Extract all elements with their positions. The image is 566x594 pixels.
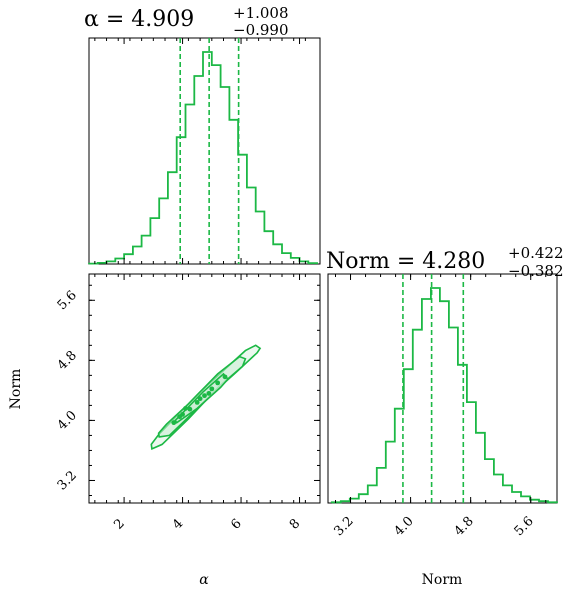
norm-histogram <box>330 287 558 504</box>
alpha-norm-2d-ticks <box>89 274 320 503</box>
sample-point-11 <box>177 414 183 420</box>
norm-marginal-ticks <box>335 274 547 503</box>
alpha-title: α = 4.909 <box>84 7 194 32</box>
alpha-norm-samples <box>171 374 228 426</box>
norm-y-tick-labels: 3.2 4.0 4.8 5.6 <box>55 288 80 493</box>
alpha-x-tick-label: 6 <box>228 516 244 532</box>
sample-point-10 <box>206 390 212 396</box>
alpha-title-upper: +1.008 <box>233 4 289 22</box>
alpha-norm-2d-panel: 2 4 6 8 3.2 4.0 4.8 5.6 α Norm <box>8 273 321 588</box>
norm-x-tick-label: 4.0 <box>391 514 416 539</box>
norm-title-prefix: Norm = 4.280 <box>326 249 485 274</box>
alpha-marginal-frame <box>88 37 321 265</box>
norm-y-tick-label: 4.0 <box>55 408 80 433</box>
alpha-marginal-panel: α = 4.909 +1.008 −0.990 <box>84 4 321 265</box>
alpha-title-prefix: α = 4.909 <box>84 7 194 32</box>
sample-point-2 <box>187 406 193 412</box>
norm-marginal-tick-labels: 3.2 4.0 4.8 5.6 <box>331 514 536 539</box>
norm-x-axis-label: Norm <box>422 572 463 588</box>
alpha-histogram <box>88 51 318 265</box>
norm-y-axis-label: Norm <box>8 369 24 410</box>
norm-title: Norm = 4.280 <box>326 249 485 274</box>
norm-y-tick-label: 5.6 <box>55 288 80 313</box>
sample-point-8 <box>183 405 188 411</box>
sample-point-4 <box>202 393 207 399</box>
norm-marginal-panel: Norm = 4.280 +0.422 −0.382 3.2 4.0 4.8 5.6 … <box>326 244 564 588</box>
sample-point-0 <box>171 420 177 426</box>
alpha-x-axis-label: α <box>199 572 209 588</box>
alpha-x-tick-label: 8 <box>287 516 303 532</box>
norm-quantile-lines <box>402 274 465 503</box>
alpha-quantile-lines <box>179 38 240 264</box>
sample-point-6 <box>215 380 221 386</box>
norm-title-upper: +0.422 <box>508 244 564 262</box>
sample-point-5 <box>209 386 215 392</box>
norm-title-lower: −0.382 <box>508 262 564 280</box>
sample-point-9 <box>197 396 203 402</box>
norm-x-tick-label: 4.8 <box>452 514 477 539</box>
sample-point-3 <box>194 399 200 405</box>
alpha-x-tick-label: 4 <box>170 516 186 532</box>
norm-x-tick-label: 3.2 <box>331 514 356 539</box>
norm-y-tick-label: 3.2 <box>55 468 80 493</box>
norm-x-tick-label: 5.6 <box>512 514 537 539</box>
alpha-x-tick-labels: 2 4 6 8 <box>111 516 303 532</box>
alpha-marginal-ticks <box>94 38 306 264</box>
alpha-title-lower: −0.990 <box>233 21 289 39</box>
alpha-norm-2d-frame <box>88 273 321 504</box>
norm-hist-step-line <box>330 287 558 504</box>
alpha-x-tick-label: 2 <box>111 516 127 532</box>
norm-y-tick-label: 4.8 <box>55 348 80 373</box>
sample-point-7 <box>222 374 228 380</box>
norm-marginal-frame <box>327 273 558 504</box>
alpha-hist-step-line <box>88 51 318 265</box>
